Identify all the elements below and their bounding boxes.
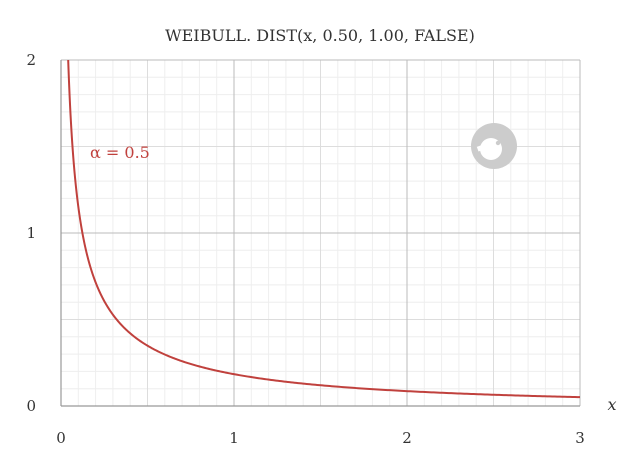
y-tick-label: 0 (26, 397, 36, 415)
series-curves (67, 60, 581, 399)
y-tick-label: 2 (26, 51, 36, 69)
geogebra-logo-icon (471, 123, 517, 169)
tick-labels: 0 1 2 3 0 1 2 (26, 51, 584, 447)
y-tick-label: 1 (26, 224, 36, 242)
x-tick-label: 3 (575, 429, 585, 447)
x-tick-label: 2 (402, 429, 412, 447)
chart-title: WEIBULL. DIST(x, 0.50, 1.00, FALSE) (165, 26, 475, 45)
axes (60, 60, 580, 407)
series-label: α = 0.5 (90, 143, 150, 162)
x-tick-label: 1 (229, 429, 239, 447)
series-line (67, 60, 581, 399)
x-axis-label: x (607, 395, 616, 414)
x-tick-label: 0 (56, 429, 66, 447)
